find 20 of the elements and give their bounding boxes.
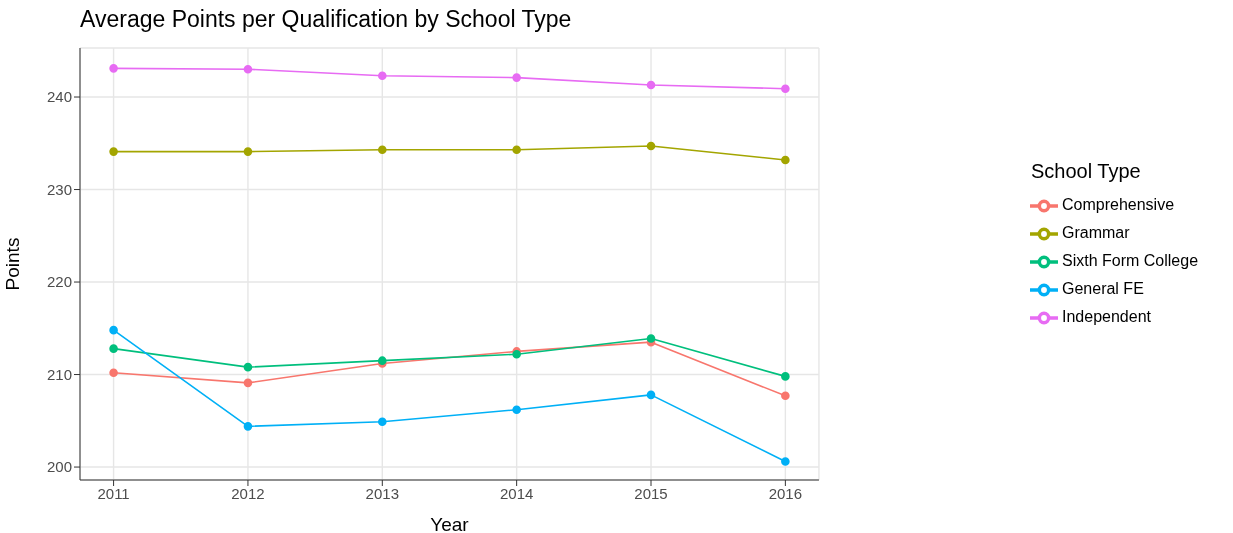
legend-label: Comprehensive [1062, 196, 1175, 214]
x-axis-title: Year [430, 514, 470, 533]
x-tick-label: 2011 [97, 484, 130, 502]
x-tick-label: 2016 [768, 484, 803, 502]
x-tick-label: 2015 [634, 484, 668, 502]
y-tick-label: 230 [46, 180, 72, 198]
y-tick-label: 220 [46, 273, 72, 291]
y-tick-label: 240 [46, 88, 72, 106]
legend-label: Independent [1062, 308, 1151, 326]
chart-title: Average Points per Qualification by School Type [80, 6, 572, 33]
legend-label: Grammar [1062, 224, 1130, 242]
y-tick-label: 200 [46, 458, 72, 476]
x-tick-label: 2014 [499, 484, 534, 502]
legend-label: General FE [1062, 280, 1144, 298]
y-tick-label: 210 [46, 365, 72, 383]
legend-title: School Type [1031, 160, 1141, 183]
y-axis-title: Points [1, 237, 23, 291]
x-tick-label: 2013 [365, 484, 399, 502]
legend-label: Sixth Form College [1062, 252, 1199, 270]
x-tick-label: 2012 [231, 484, 265, 502]
